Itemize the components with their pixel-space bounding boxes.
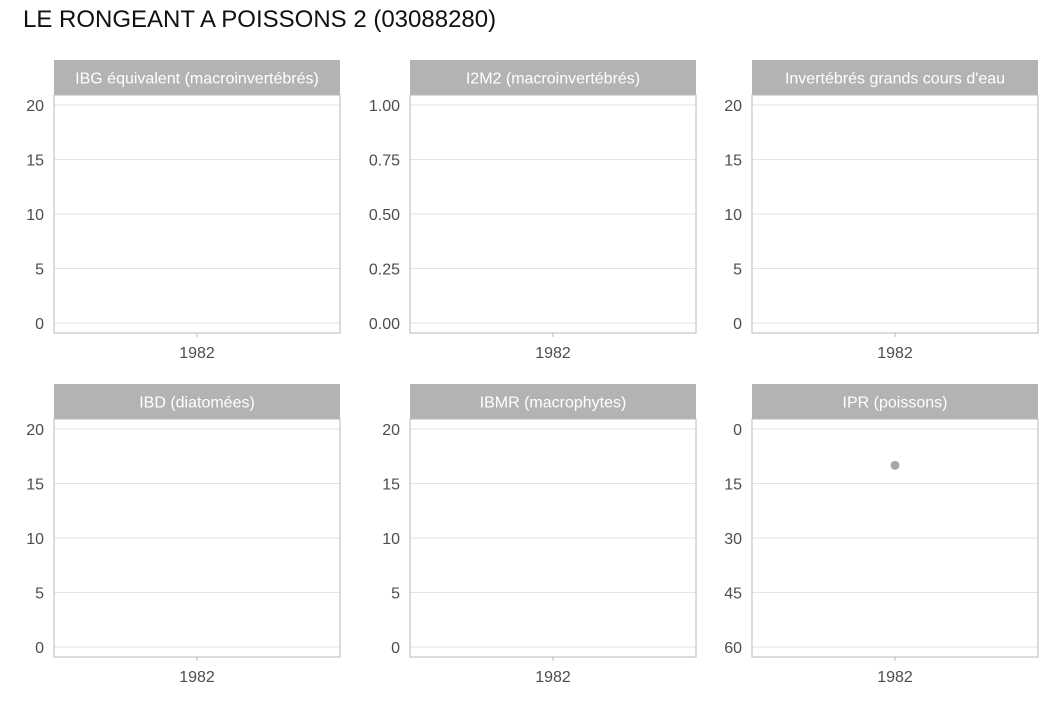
y-tick-label: 5	[35, 262, 44, 279]
y-tick-label: 5	[35, 586, 44, 603]
facet-strip	[752, 60, 1038, 95]
y-tick-label: 10	[26, 531, 44, 548]
facet-title: I2M2 (macroinvertébrés)	[466, 71, 640, 88]
facet-panel: IBD (diatomées) 0 5 10 15 20 1982	[26, 384, 341, 686]
facet-title: IBD (diatomées)	[139, 395, 255, 412]
y-tick-label: 0.50	[369, 207, 400, 224]
y-tick-label: 20	[26, 422, 44, 439]
y-tick-label: 0.25	[369, 262, 400, 279]
y-tick-label: 10	[724, 207, 742, 224]
page-title: LE RONGEANT A POISSONS 2 (03088280)	[23, 6, 497, 33]
facet-panel: IBG équivalent (macroinvertébrés) 0 5 10 15 2…	[26, 60, 341, 362]
facet-title: IPR (poissons)	[843, 395, 948, 412]
y-tick-label: 0	[35, 640, 44, 657]
y-tick-label: 0	[391, 640, 400, 657]
y-tick-label: 15	[26, 153, 44, 170]
x-tick-label: 1982	[535, 345, 571, 362]
y-tick-label: 0	[733, 422, 742, 439]
facet-strip	[54, 60, 340, 95]
y-tick-label: 15	[382, 477, 400, 494]
y-tick-label: 20	[382, 422, 400, 439]
y-tick-label: 20	[724, 98, 742, 115]
y-tick-label: 10	[382, 531, 400, 548]
facet-panel: IPR (poissons) 0 15 30 45 60 1982	[724, 384, 1039, 686]
y-tick-label: 30	[724, 531, 742, 548]
y-tick-label: 1.00	[369, 98, 400, 115]
facet-strip	[752, 384, 1038, 419]
y-tick-label: 45	[724, 586, 742, 603]
y-tick-label: 15	[724, 153, 742, 170]
y-tick-label: 5	[733, 262, 742, 279]
facet-title: IBG équivalent (macroinvertébrés)	[75, 71, 319, 88]
facet-panel: IBMR (macrophytes) 0 5 10 15 20 1982	[382, 384, 697, 686]
data-point	[890, 460, 900, 470]
facet-strip	[54, 384, 340, 419]
y-tick-label: 10	[26, 207, 44, 224]
facet-strip	[410, 384, 696, 419]
y-tick-label: 0	[733, 316, 742, 333]
facet-strip	[410, 60, 696, 95]
x-tick-label: 1982	[179, 345, 215, 362]
y-tick-label: 20	[26, 98, 44, 115]
y-tick-label: 0.00	[369, 316, 400, 333]
x-tick-label: 1982	[179, 669, 215, 686]
y-tick-label: 0.75	[369, 153, 400, 170]
x-tick-label: 1982	[877, 345, 913, 362]
facet-title: Invertébrés grands cours d'eau	[785, 71, 1005, 88]
y-tick-label: 15	[724, 477, 742, 494]
y-tick-label: 5	[391, 586, 400, 603]
x-tick-label: 1982	[535, 669, 571, 686]
y-tick-label: 15	[26, 477, 44, 494]
facet-title: IBMR (macrophytes)	[480, 395, 627, 412]
y-tick-label: 60	[724, 640, 742, 657]
facet-panel: I2M2 (macroinvertébrés) 0.00 0.25 0.50 0.75 1…	[369, 60, 697, 362]
x-tick-label: 1982	[877, 669, 913, 686]
facet-panel: Invertébrés grands cours d'eau 0 5 10 15 20 19…	[724, 60, 1039, 362]
y-tick-label: 0	[35, 316, 44, 333]
